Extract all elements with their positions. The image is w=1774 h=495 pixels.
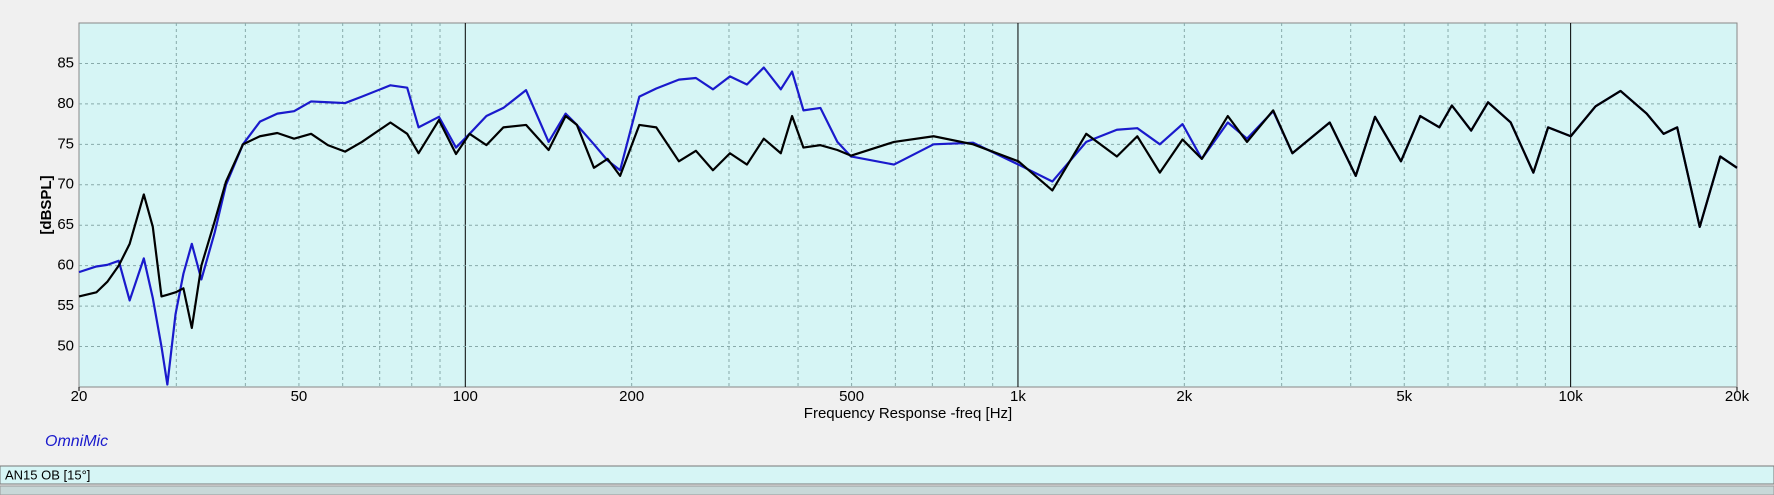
grid	[78, 23, 1738, 391]
x-tick-label: 100	[453, 388, 478, 405]
x-tick-label: 1k	[1010, 388, 1026, 405]
x-tick-label: 500	[839, 388, 864, 405]
plot-area	[78, 22, 1738, 388]
x-tick-label: 200	[619, 388, 644, 405]
x-tick-label: 2k	[1176, 388, 1192, 405]
axis-labels: 20 50 100 200 500 1k 2k 5k 10k 20k 50 55 60 65 70 75 80 8…	[57, 54, 1749, 405]
x-tick-label: 20	[71, 388, 88, 405]
x-tick-label: 5k	[1396, 388, 1412, 405]
status-text: AN15 OB [15°]	[5, 467, 90, 482]
y-tick-label: 55	[57, 297, 74, 314]
x-tick-label: 50	[291, 388, 308, 405]
y-tick-label: 60	[57, 257, 74, 274]
omnimic-label: OmniMic	[45, 433, 108, 450]
plot-lines	[78, 66, 1738, 386]
y-tick-label: 85	[57, 54, 74, 71]
y-axis-title: [dBSPL]	[38, 175, 55, 234]
x-axis-title: Frequency Response -freq [Hz]	[804, 405, 1012, 422]
y-tick-label: 75	[57, 135, 74, 152]
bottom-strip	[0, 485, 1774, 495]
y-tick-label: 70	[57, 176, 74, 193]
y-tick-label: 80	[57, 95, 74, 112]
x-tick-label: 20k	[1725, 388, 1750, 405]
y-tick-label: 65	[57, 216, 74, 233]
x-tick-label: 10k	[1559, 388, 1584, 405]
status-bar	[0, 465, 1774, 485]
y-tick-label: 50	[57, 338, 74, 355]
response-curve	[78, 89, 1738, 330]
